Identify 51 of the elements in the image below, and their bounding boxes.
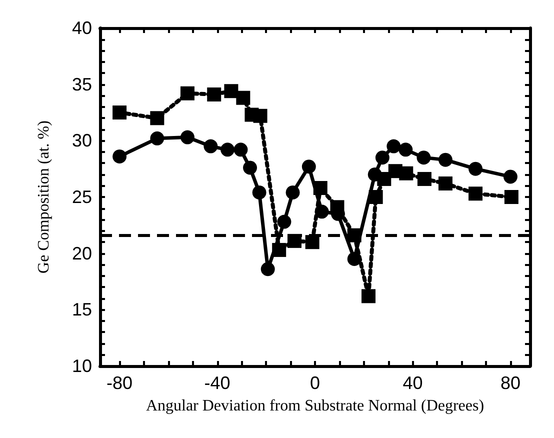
- point: [347, 252, 362, 266]
- point: [252, 185, 266, 200]
- point: [287, 234, 302, 248]
- point: [399, 166, 414, 180]
- point: [112, 149, 127, 164]
- x-tick-label: 40: [402, 373, 423, 393]
- point: [504, 190, 518, 204]
- point: [375, 150, 390, 165]
- point: [468, 162, 483, 176]
- y-tick-label: 35: [72, 74, 92, 94]
- point: [362, 289, 376, 304]
- y-tick-label: 30: [72, 130, 92, 151]
- point: [180, 130, 194, 144]
- point: [207, 87, 222, 102]
- point: [468, 186, 483, 201]
- y-tick-label: 40: [72, 18, 92, 38]
- point: [368, 167, 382, 182]
- y-tick-label: 10: [72, 356, 92, 376]
- x-axis-title: Angular Deviation from Substrate Normal (Degrees): [146, 398, 484, 414]
- y-tick-label: 20: [72, 243, 92, 264]
- point: [286, 185, 300, 200]
- point: [243, 160, 258, 175]
- point: [398, 142, 413, 157]
- x-tick-label: -40: [204, 373, 230, 393]
- point: [234, 142, 248, 157]
- point: [386, 139, 401, 154]
- point: [253, 108, 268, 123]
- point: [204, 139, 218, 154]
- point: [180, 86, 194, 100]
- y-tick-label: 25: [72, 187, 92, 207]
- y-axis-title: Ge Composition (at. %): [36, 120, 52, 274]
- point: [220, 142, 235, 157]
- point: [150, 131, 164, 146]
- point: [224, 84, 238, 98]
- point: [260, 262, 275, 276]
- point: [112, 106, 127, 120]
- point: [438, 152, 452, 167]
- point: [305, 235, 320, 250]
- point: [503, 170, 518, 184]
- point: [438, 176, 452, 190]
- point: [236, 90, 250, 105]
- point: [314, 204, 329, 219]
- point: [417, 172, 432, 186]
- point: [302, 160, 316, 174]
- x-tick-label: 0: [310, 373, 320, 393]
- point: [150, 111, 164, 126]
- point: [277, 214, 292, 229]
- y-tick-label: 15: [72, 300, 92, 320]
- point: [416, 150, 431, 165]
- x-tick-label: -80: [106, 373, 133, 393]
- x-tick-label: 80: [500, 373, 520, 393]
